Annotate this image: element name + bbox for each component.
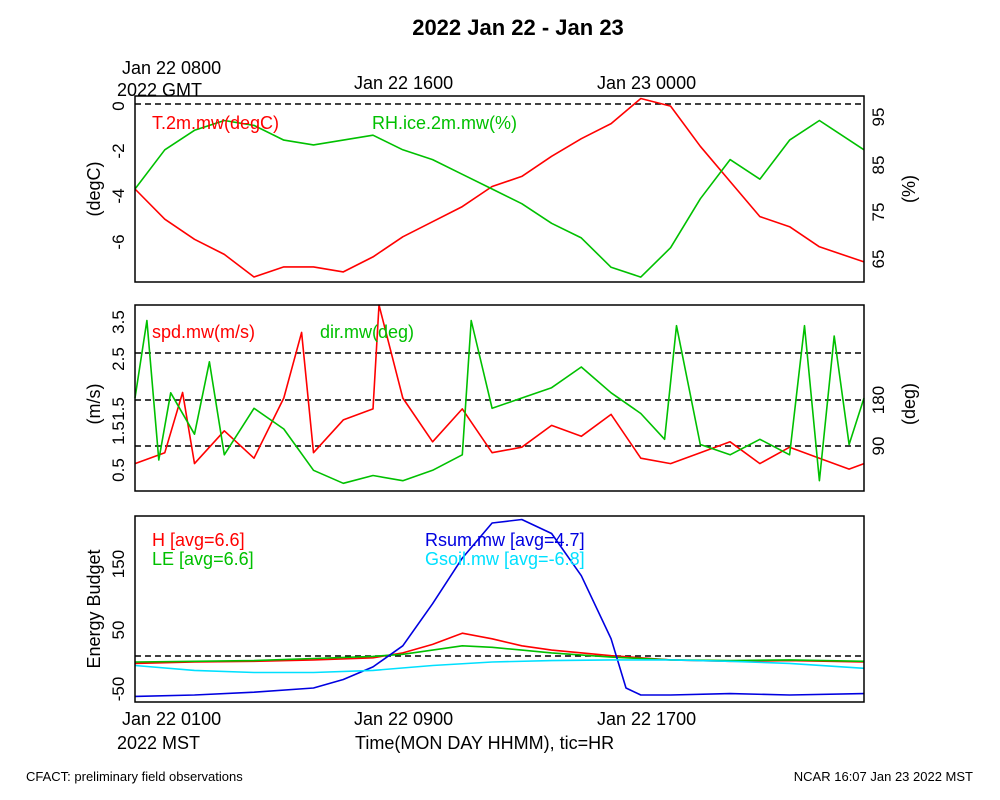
p1-ytick-1: -2 — [109, 143, 128, 158]
legend-sensible-heat: H [avg=6.6] — [152, 530, 245, 550]
chart-title: 2022 Jan 22 - Jan 23 — [412, 15, 624, 40]
p2-ylabel-right: (deg) — [899, 383, 919, 425]
p2-ytick-right-0: 180 — [869, 386, 888, 414]
footer-left-note: CFACT: preliminary field observations — [26, 769, 243, 784]
legend-wind-direction: dir.mw(deg) — [320, 322, 414, 342]
legend-gsoil-avg: [avg=-6.8] — [504, 549, 585, 569]
top-tick-label-2: Jan 23 0000 — [597, 73, 696, 93]
legend-latent-heat: LE [avg=6.6] — [152, 549, 254, 569]
panel3-series — [134, 518, 865, 698]
panel1-frame — [134, 95, 865, 283]
panel-temperature-rh: 0 -2 -4 -6 95 85 75 65 (degC) (%) T.2m.m… — [84, 95, 919, 283]
svg-text:Gsoil.mw [avg=-6.8]: Gsoil.mw [avg=-6.8] — [425, 549, 585, 569]
panel2-reference-lines — [135, 352, 864, 447]
top-axis-timezone: 2022 GMT — [117, 80, 202, 100]
x-tick-label-1: Jan 22 0900 — [354, 709, 453, 729]
panel-wind: 3.5 2.5 1.5 1.5 0.5 180 90 (m/s) (deg) s… — [84, 304, 919, 492]
legend-h-avg: [avg=6.6] — [170, 530, 245, 550]
p1-ytick-right-2: 75 — [869, 203, 888, 222]
x-tick-label-2: Jan 22 1700 — [597, 709, 696, 729]
panel3-left-ticks: 150 50 -50 — [109, 550, 128, 701]
p2-ylabel-left: (m/s) — [84, 384, 104, 425]
panel1-series — [134, 97, 865, 278]
legend-rsum: Rsum.mw [avg=4.7] — [425, 530, 585, 550]
legend-gsoil: Gsoil.mw [avg=-6.8] — [425, 549, 585, 569]
legend-gsoil-name: Gsoil.mw — [425, 549, 500, 569]
top-tick-label-0: Jan 22 0800 — [122, 58, 221, 78]
legend-rsum-name: Rsum.mw — [425, 530, 506, 550]
series-line-gsoil-mw — [134, 659, 865, 674]
top-tick-label-1: Jan 22 1600 — [354, 73, 453, 93]
panel2-right-ticks: 180 90 — [869, 386, 888, 456]
p3-ytick-2: -50 — [109, 677, 128, 702]
p1-ytick-2: -4 — [109, 188, 128, 203]
p2-ytick-1: 2.5 — [109, 347, 128, 371]
p3-ylabel: Energy Budget — [84, 549, 104, 668]
legend-rsum-avg: [avg=4.7] — [510, 530, 585, 550]
x-axis-timezone: 2022 MST — [117, 733, 200, 753]
legend-h-name: H — [152, 530, 165, 550]
panel2-left-ticks: 3.5 2.5 1.5 1.5 0.5 — [109, 310, 128, 482]
panel2-frame — [134, 304, 865, 492]
p2-ytick-2: 1.5 — [109, 397, 128, 421]
footer-right-note: NCAR 16:07 Jan 23 2022 MST — [794, 769, 973, 784]
panel-energy-budget: 150 50 -50 Energy Budget H [avg=6.6] LE … — [84, 515, 865, 703]
panel1-right-ticks: 95 85 75 65 — [869, 108, 888, 269]
p2-ytick-3: 1.5 — [109, 421, 128, 445]
series-line-t-2m-mw-degc — [134, 97, 865, 278]
p3-ytick-0: 150 — [109, 550, 128, 578]
legend-wind-speed: spd.mw(m/s) — [152, 322, 255, 342]
svg-text:Rsum.mw [avg=4.7]: Rsum.mw [avg=4.7] — [425, 530, 585, 550]
series-line-rsum-mw — [134, 518, 865, 698]
series-line-dir-mw-deg — [134, 319, 865, 485]
series-line-le — [134, 644, 865, 663]
p2-ytick-right-1: 90 — [869, 437, 888, 456]
x-axis-title: Time(MON DAY HHMM), tic=HR — [355, 733, 614, 753]
p1-ytick-right-0: 95 — [869, 108, 888, 127]
legend-temperature: T.2m.mw(degC) — [152, 113, 279, 133]
p1-ylabel-left: (degC) — [84, 161, 104, 216]
svg-text:H [avg=6.6]: H [avg=6.6] — [152, 530, 245, 550]
p1-ytick-3: -6 — [109, 234, 128, 249]
p1-ytick-right-3: 65 — [869, 250, 888, 269]
p1-ytick-right-1: 85 — [869, 156, 888, 175]
panel1-left-ticks: 0 -2 -4 -6 — [109, 101, 128, 249]
x-tick-label-0: Jan 22 0100 — [122, 709, 221, 729]
series-line-rh-ice-2m-mw — [134, 119, 865, 278]
legend-le-name: LE — [152, 549, 174, 569]
legend-rh-ice: RH.ice.2m.mw(%) — [372, 113, 517, 133]
p1-ylabel-right: (%) — [899, 175, 919, 203]
panel2-series — [134, 304, 865, 485]
legend-le-avg: [avg=6.6] — [179, 549, 254, 569]
p3-ytick-1: 50 — [109, 621, 128, 640]
p2-ytick-0: 3.5 — [109, 310, 128, 334]
panel3-frame — [134, 515, 865, 703]
p2-ytick-4: 0.5 — [109, 458, 128, 482]
p1-ytick-0: 0 — [109, 101, 128, 110]
svg-text:LE [avg=6.6]: LE [avg=6.6] — [152, 549, 254, 569]
